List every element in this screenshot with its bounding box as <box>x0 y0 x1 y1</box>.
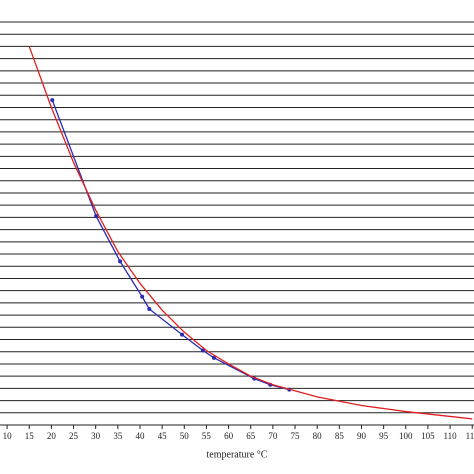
data-point <box>200 348 205 353</box>
data-point <box>50 98 55 103</box>
series-line <box>51 99 290 391</box>
x-tick-label: 10 <box>3 431 13 441</box>
x-tick-label: 35 <box>113 431 123 441</box>
data-point <box>118 259 123 264</box>
x-tick-label: 50 <box>180 431 190 441</box>
x-tick-label: 45 <box>158 431 168 441</box>
x-tick-label: 70 <box>268 431 278 441</box>
x-axis-label: temperature °C <box>207 449 268 460</box>
x-tick-label: 85 <box>335 431 345 441</box>
data-point <box>94 214 99 219</box>
x-tick-label: 105 <box>421 431 435 441</box>
x-tick-label: 95 <box>379 431 389 441</box>
x-tick-label: 90 <box>357 431 367 441</box>
data-point <box>140 294 145 299</box>
x-tick-label: 20 <box>47 431 57 441</box>
x-tick-label: 55 <box>202 431 212 441</box>
x-tick-label: 110 <box>443 431 457 441</box>
x-tick-label: 15 <box>25 431 35 441</box>
x-tick-label: 100 <box>399 431 413 441</box>
x-tick-label: 25 <box>69 431 79 441</box>
x-tick-label: 80 <box>313 431 323 441</box>
x-tick-label: 60 <box>224 431 234 441</box>
x-tick-label: 75 <box>291 431 301 441</box>
data-point <box>147 306 152 311</box>
x-tick-label: 115 <box>466 431 474 441</box>
series-line <box>28 46 473 420</box>
x-tick-label: 65 <box>246 431 256 441</box>
x-tick-label: 30 <box>91 431 101 441</box>
x-tick-label: 40 <box>135 431 145 441</box>
data-point <box>211 355 216 360</box>
data-point <box>180 332 185 337</box>
